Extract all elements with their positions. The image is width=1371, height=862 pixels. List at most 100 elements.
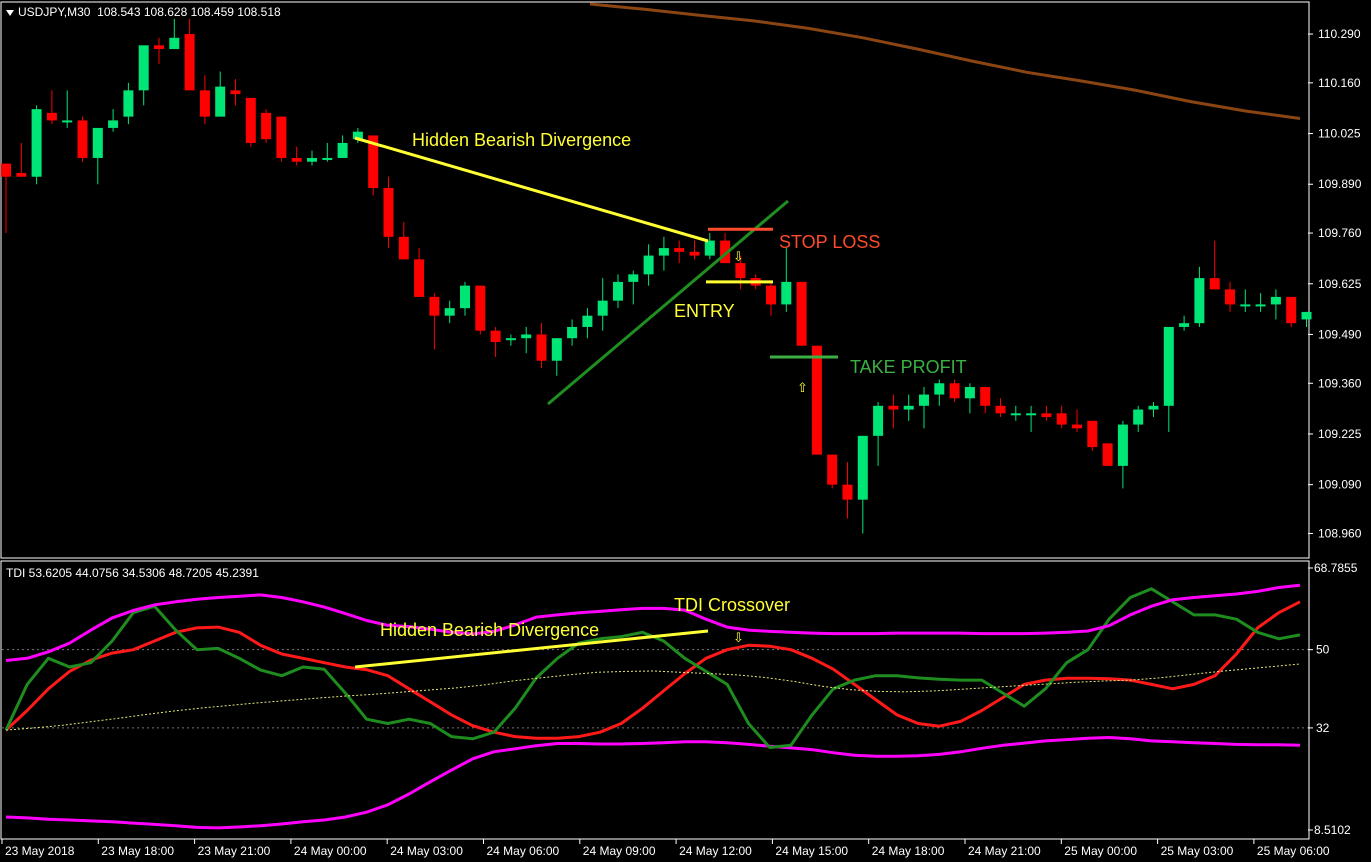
price-tick-label: 109.360 — [1318, 376, 1362, 390]
candle-body — [934, 383, 945, 395]
candle-body — [215, 86, 226, 117]
candle-body — [766, 285, 776, 305]
candle-body — [46, 112, 57, 121]
candle-body — [551, 338, 562, 361]
candle-body — [735, 263, 746, 279]
time-axis: 23 May 2018 23 May 18:00 23 May 21:00 24 Ma… — [1, 839, 1330, 858]
price-tick-label: 109.225 — [1318, 427, 1362, 441]
candle-body — [674, 248, 685, 252]
candle-body — [1270, 296, 1281, 305]
price-tick-label: 109.490 — [1318, 327, 1362, 341]
candle-body — [903, 405, 914, 410]
time-tick-label: 25 May 06:00 — [1257, 844, 1330, 858]
candle-body — [184, 34, 195, 91]
hidden-bearish-divergence-price-label: Hidden Bearish Divergence — [412, 130, 631, 150]
tdi-values-label: TDI 53.6205 44.0756 34.5306 48.7205 45.2… — [6, 566, 259, 580]
candle-body — [1, 163, 11, 177]
candle-body — [352, 131, 363, 140]
candle-body — [230, 90, 241, 95]
candle-body — [628, 274, 639, 282]
time-tick-label: 24 May 03:00 — [390, 844, 463, 858]
time-tick-label: 23 May 21:00 — [198, 844, 271, 858]
time-tick-label: 25 May 00:00 — [1064, 844, 1137, 858]
hidden-bearish-divergence-tdi-label: Hidden Bearish Divergence — [380, 620, 599, 640]
candle-body — [781, 281, 792, 305]
price-tick-label: 109.760 — [1318, 226, 1362, 240]
tdi-tick-label: 68.7855 — [1314, 561, 1358, 575]
candle-body — [92, 127, 103, 158]
price-tick-label: 110.290 — [1318, 27, 1361, 41]
tdi-lower-band — [5, 736, 1301, 830]
price-annotation-layer — [354, 136, 838, 406]
candle-body — [383, 188, 394, 237]
candle-body — [919, 394, 929, 406]
crossover-arrow-icon: ⇩ — [733, 631, 744, 646]
candle-body — [1255, 304, 1266, 307]
price-tick-label: 109.090 — [1318, 478, 1362, 492]
candle-body — [414, 259, 425, 297]
moving-average-layer — [589, 2, 1301, 120]
candle-body — [704, 240, 715, 256]
time-tick-label: 24 May 12:00 — [679, 844, 752, 858]
candle-body — [1301, 311, 1312, 320]
ohlc-label: 108.543 108.628 108.459 108.518 — [97, 5, 281, 19]
candle-body — [857, 435, 868, 500]
price-tick-label: 110.025 — [1318, 127, 1361, 141]
candle-body — [460, 285, 470, 309]
candle-body — [1209, 278, 1220, 290]
tdi-header: TDI 53.6205 44.0756 34.5306 48.7205 45.2… — [6, 566, 259, 580]
candle-body — [964, 387, 975, 399]
candle-body — [873, 405, 884, 436]
candle-body — [842, 484, 853, 500]
candle-body — [245, 97, 256, 143]
price-tick-label: 109.890 — [1318, 177, 1362, 191]
entry-label: ENTRY — [674, 301, 735, 321]
candle-body — [1010, 413, 1021, 416]
symbol-header: USDJPY,M30 108.543 108.628 108.459 108.5… — [6, 5, 281, 19]
candle-body — [490, 330, 501, 342]
price-panel-frame — [0, 1, 1310, 559]
candle-body — [597, 300, 608, 316]
candle-body — [888, 405, 899, 410]
support-trendline — [547, 199, 789, 406]
price-axis: 110.290 110.160 110.025 109.890 109.760 109.6… — [1308, 27, 1362, 540]
candle-body — [1286, 296, 1297, 324]
dropdown-triangle-icon[interactable] — [6, 9, 14, 16]
indicator-panel-frame — [0, 560, 1310, 840]
candle-body — [720, 240, 731, 264]
candle-body — [995, 405, 1006, 414]
candle-body — [337, 142, 348, 158]
candle-body — [643, 255, 654, 275]
candle-body — [536, 334, 547, 361]
candle-body — [291, 157, 302, 162]
candle-body — [1194, 278, 1205, 324]
time-tick-label: 24 May 18:00 — [872, 844, 945, 858]
tdi-divergence-line — [354, 629, 709, 669]
time-tick-label: 24 May 15:00 — [775, 844, 848, 858]
price-tick-label: 108.960 — [1318, 526, 1362, 540]
candle-body — [1072, 424, 1082, 429]
candle-body — [307, 157, 317, 162]
candle-body — [1117, 424, 1128, 466]
price-tick-label: 110.160 — [1318, 76, 1361, 90]
tdi-tick-label: 8.5102 — [1314, 823, 1351, 837]
candle-body — [1133, 409, 1144, 425]
candle-body — [613, 281, 623, 301]
divergence-trendline — [354, 136, 709, 243]
candle-body — [1041, 413, 1052, 418]
candle-body — [199, 90, 210, 117]
candle-body — [444, 308, 455, 316]
take-profit-label: TAKE PROFIT — [850, 357, 967, 377]
tdi-axis: 68.7855 50 32 8.5102 — [1308, 561, 1358, 837]
candle-body — [368, 135, 379, 188]
candlestick-layer — [1, 19, 1312, 534]
candle-body — [1240, 304, 1251, 307]
candle-body — [505, 338, 516, 341]
symbol-label: USDJPY,M30 — [18, 5, 91, 19]
tdi-signal-line — [4, 600, 1301, 740]
price-tick-label: 109.625 — [1318, 277, 1362, 291]
candle-body — [138, 45, 149, 91]
candle-body — [796, 281, 807, 346]
candle-body — [16, 172, 27, 177]
